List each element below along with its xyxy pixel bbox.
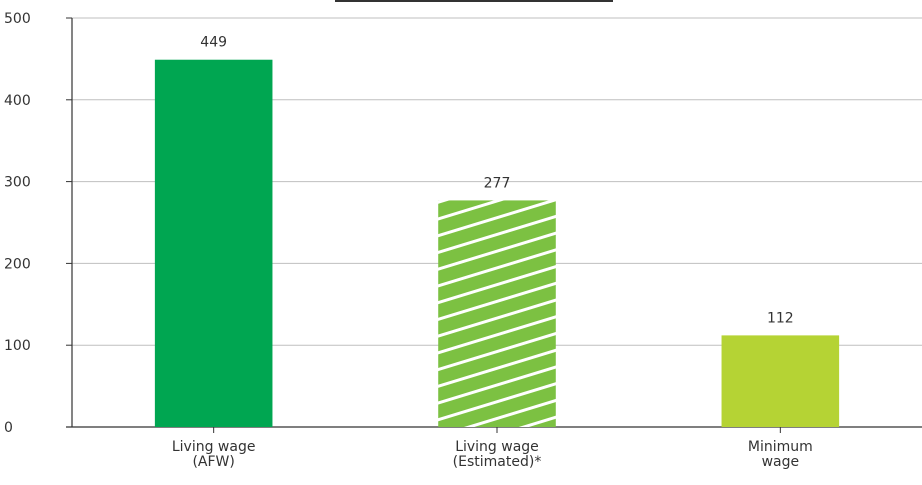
x-category-label-0-line-1: (AFW) (192, 454, 234, 470)
y-tick-label: 0 (4, 420, 13, 436)
bar-1 (438, 200, 556, 427)
y-tick-label: 100 (4, 338, 31, 354)
x-category-label-1-line-1: (Estimated)* (453, 454, 542, 470)
x-category-label-1-line-0: Living wage (455, 439, 539, 455)
x-category-label-2-line-1: wage (762, 454, 800, 470)
data-label-0: 449 (200, 35, 227, 51)
bar-2 (721, 335, 840, 427)
bars (154, 59, 840, 428)
y-tick-label: 200 (4, 256, 31, 272)
x-category-label-0-line-0: Living wage (172, 439, 256, 455)
x-category-label-2-line-0: Minimum (748, 439, 813, 455)
data-label-1: 277 (484, 175, 511, 191)
y-tick-label: 500 (4, 11, 31, 27)
data-label-2: 112 (767, 310, 794, 326)
y-tick-label: 300 (4, 175, 31, 191)
bar-0 (154, 59, 273, 428)
y-tick-label: 400 (4, 93, 31, 109)
